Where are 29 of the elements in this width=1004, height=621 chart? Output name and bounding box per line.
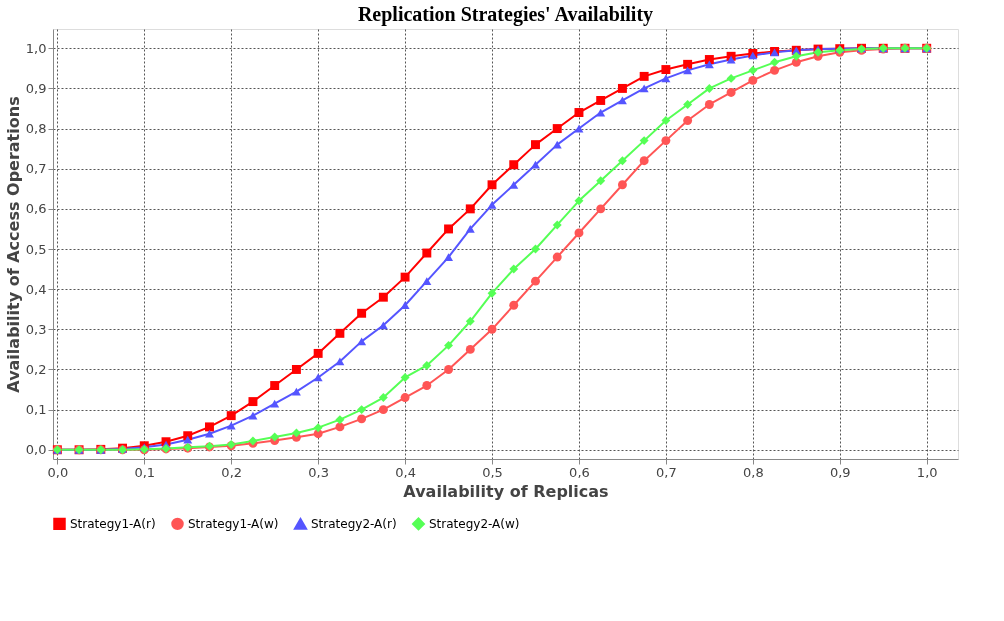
y-axis-title: Availability of Access Operations	[3, 96, 23, 393]
x-tick-label: 0,6	[569, 464, 590, 480]
y-tick-label: 0,2	[25, 361, 47, 377]
x-tick-label: 0,4	[395, 464, 416, 480]
x-tick-label: 0,1	[134, 464, 156, 480]
x-tick-label: 0,3	[308, 464, 329, 480]
y-tick-label: 0,5	[25, 241, 47, 257]
x-tick-label: 0,8	[742, 464, 764, 480]
chart-title: Replication Strategies' Availability	[357, 3, 654, 26]
y-tick-label: 0,1	[25, 402, 47, 418]
legend-label: Strategy1-A(w)	[188, 516, 279, 531]
y-tick-label: 0,9	[25, 80, 47, 96]
y-tick-label: 0,3	[25, 321, 47, 337]
y-tick-label: 0,4	[25, 281, 47, 297]
x-tick-label: 1,0	[916, 464, 938, 480]
y-tick-label: 0,8	[25, 121, 47, 137]
y-tick-label: 0,6	[25, 201, 47, 217]
legend-label: Strategy2-A(r)	[311, 517, 397, 532]
x-tick-label: 0,5	[482, 464, 503, 480]
x-tick-label: 0,9	[829, 464, 851, 480]
y-tick-label: 1,0	[25, 40, 47, 56]
y-tick-label: 0,7	[25, 161, 47, 177]
legend-label: Strategy2-A(w)	[429, 516, 520, 531]
x-axis-title: Availability of Replicas	[403, 481, 609, 501]
legend-label: Strategy1-A(r)	[70, 516, 156, 531]
x-tick-label: 0,0	[47, 464, 69, 480]
y-tick-label: 0,0	[25, 442, 47, 458]
x-tick-label: 0,7	[656, 464, 677, 480]
x-tick-label: 0,2	[221, 464, 243, 480]
